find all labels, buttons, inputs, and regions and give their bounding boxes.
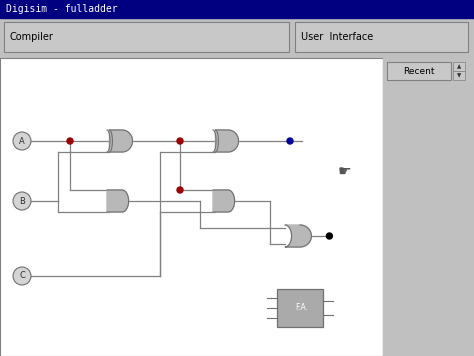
Bar xyxy=(387,62,451,80)
Polygon shape xyxy=(109,130,133,152)
Circle shape xyxy=(177,187,183,193)
Polygon shape xyxy=(213,190,235,212)
Text: Digisim - fulladder: Digisim - fulladder xyxy=(6,4,118,14)
Text: B: B xyxy=(19,197,25,205)
Text: ☛: ☛ xyxy=(338,163,352,178)
Bar xyxy=(0,58,383,356)
Text: Recent: Recent xyxy=(403,67,435,75)
Circle shape xyxy=(177,138,183,144)
Text: A: A xyxy=(19,136,25,146)
Bar xyxy=(277,289,323,327)
Bar xyxy=(453,71,465,80)
Bar xyxy=(295,22,468,52)
Text: ▼: ▼ xyxy=(457,73,461,78)
Bar xyxy=(0,0,474,18)
Text: User  Interface: User Interface xyxy=(301,32,373,42)
Circle shape xyxy=(287,138,293,144)
Polygon shape xyxy=(107,190,128,212)
Circle shape xyxy=(327,233,332,239)
Text: F.A.: F.A. xyxy=(295,304,309,313)
Bar xyxy=(383,58,474,356)
Bar xyxy=(4,22,289,52)
Circle shape xyxy=(67,138,73,144)
Bar xyxy=(0,18,474,56)
Circle shape xyxy=(13,267,31,285)
Text: Y: Y xyxy=(262,305,264,310)
Circle shape xyxy=(13,132,31,150)
Text: Z: Z xyxy=(261,315,264,320)
Circle shape xyxy=(13,192,31,210)
Text: C: C xyxy=(19,272,25,281)
Polygon shape xyxy=(215,130,238,152)
Text: X: X xyxy=(261,295,264,300)
Text: Compiler: Compiler xyxy=(10,32,54,42)
Polygon shape xyxy=(285,225,311,247)
Text: ▲: ▲ xyxy=(457,64,461,69)
Bar xyxy=(453,62,465,71)
